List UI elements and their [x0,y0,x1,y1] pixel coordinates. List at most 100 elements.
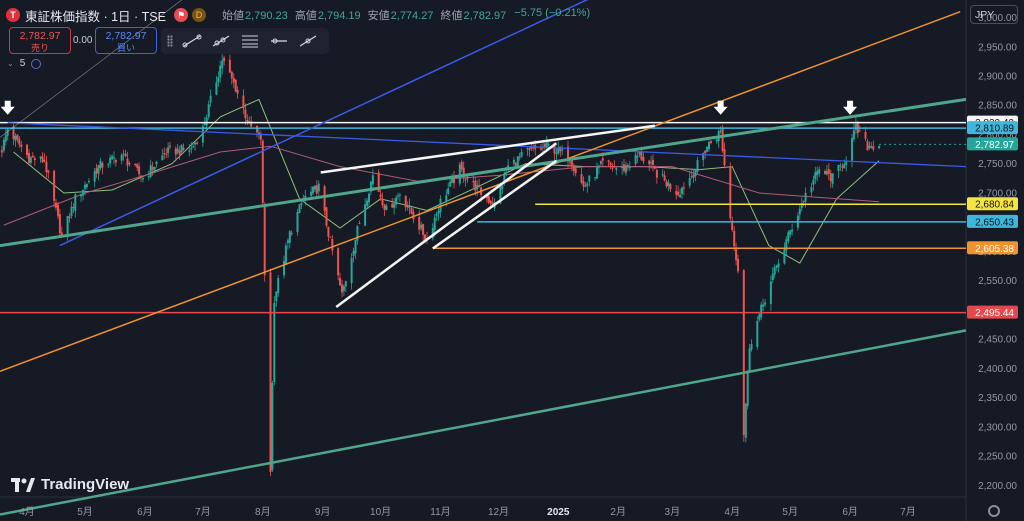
candle-body [568,161,571,163]
candle-body [628,166,631,169]
candle-body [570,159,573,167]
candle-body [201,126,204,143]
candle-body [800,203,803,209]
candle-body [188,150,191,152]
candle-body [246,120,249,123]
candle-body [588,175,591,182]
candle-body [584,185,587,187]
candle-body [858,130,861,132]
y-tick-label: 2,400.00 [978,364,1017,375]
candle-body [18,138,21,145]
candle-body [70,206,73,216]
candle-body [43,159,46,162]
candle-body [66,216,69,237]
price-tag [967,137,1018,151]
candle-body [708,142,710,149]
candle-body [679,194,682,198]
indicator-toggle[interactable]: ⌄ 5 [7,58,42,69]
candle-body [532,147,535,149]
ray-tool-icon[interactable] [211,34,231,48]
candle-body [661,174,664,176]
candle-body [0,150,3,153]
candle-body [163,153,166,155]
candle-body [681,187,683,194]
extended-line-tool-icon[interactable] [298,34,318,48]
candle-body [352,250,355,256]
gear-icon[interactable] [988,505,1000,517]
candle-body [16,134,19,140]
candle-body [126,158,129,166]
currency-selector[interactable]: JPY [970,5,1018,24]
candle-body [626,165,629,166]
indicator-count: 5 [19,58,26,69]
candle-body [731,220,734,231]
candle-body [358,223,361,225]
candle-body [205,117,208,126]
candle-body [557,147,560,154]
price-tag [967,197,1018,211]
candle-body [601,158,604,161]
candle-body [812,179,815,185]
candle-body [748,348,751,373]
trend-line [59,0,589,247]
candle-body [841,166,844,168]
candle-body [190,148,193,150]
candle-body [843,164,846,169]
candle-body [648,160,651,165]
candle-body [385,205,388,210]
tradingview-logo-icon [11,477,35,492]
sell-price: 2,782.97 [19,30,61,42]
candle-body [696,159,699,172]
candle-body [381,199,384,205]
ohlc-readout: 始値2,790.23 高値2,794.19 安値2,774.27 終値2,782… [222,7,590,23]
x-tick-label: 6月 [842,506,858,518]
candle-body [831,173,834,184]
candle-body [368,193,370,203]
horizontal-line-tool-icon[interactable] [269,34,289,48]
candle-body [561,149,564,151]
candle-body [466,176,469,179]
candle-body [769,281,772,304]
sell-button[interactable]: 2,782.97 売り [9,27,71,54]
drag-handle-icon[interactable] [167,35,173,47]
flag-icon[interactable]: ⚑ [173,8,188,22]
candle-body [28,152,30,163]
candle-body [257,132,260,134]
candle-body [6,129,9,136]
fib-tool-icon[interactable] [240,34,260,48]
ohlc-change: −5.75 (−0.21%) [514,7,591,19]
indicator-settings-icon[interactable] [31,58,42,69]
drawing-toolbar [161,28,329,54]
candle-body [756,320,759,347]
candle-body [829,173,832,182]
candle-body [625,165,627,173]
x-tick-label: 11月 [430,506,450,518]
candle-body [462,167,465,178]
candle-body [791,229,794,232]
candle-body [58,214,61,234]
candle-body [236,89,239,94]
symbol-title[interactable]: 東証株価指数 · 1日 · TSE [25,9,166,24]
candle-body [55,202,57,208]
candle-body [142,178,144,180]
candle-body [650,162,653,164]
x-tick-label: 4月 [724,506,740,518]
candle-body [437,210,440,214]
candle-body [733,230,736,247]
candle-body [729,166,732,219]
candle-body [288,231,291,243]
chart-header: T 東証株価指数 · 1日 · TSE ⚑ D 始値2,790.23 高値2,7… [6,5,590,25]
buy-button[interactable]: 2,782.97 買い [95,27,157,54]
candle-body [640,151,643,160]
candle-body [153,166,156,171]
candle-body [331,239,334,251]
candle-body [567,146,569,162]
candle-body [472,181,475,183]
data-badge[interactable]: D [191,8,206,22]
candle-body [621,167,624,168]
candle-body [737,258,739,272]
candle-body [232,78,235,83]
candle-body [704,150,707,154]
trend-line-tool-icon[interactable] [182,34,202,48]
